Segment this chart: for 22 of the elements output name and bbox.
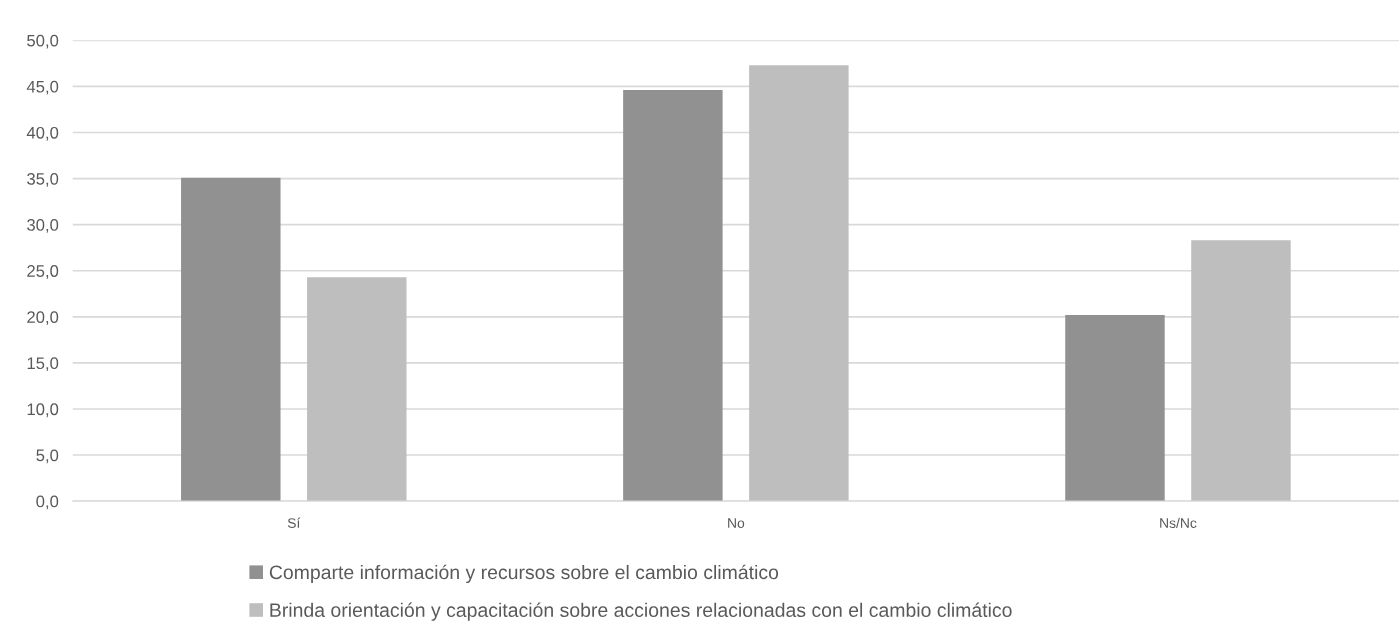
legend-label: Brinda orientación y capacitación sobre acciones relacionadas con el cambio climático — [270, 602, 1012, 621]
bar — [749, 65, 849, 502]
x-tick-label: Sí — [287, 517, 301, 528]
x-tick-label: Ns/Nc — [1160, 517, 1197, 528]
y-tick-label: 45,0 — [26, 80, 59, 95]
y-tick-label: 0,0 — [36, 495, 59, 510]
y-tick-label: 20,0 — [27, 311, 59, 325]
legend-label: Comparte información y recursos sobre el cambio climático — [269, 564, 779, 584]
y-tick-label: 50,0 — [27, 34, 59, 49]
y-tick-label: 10,0 — [27, 403, 59, 418]
bar — [1065, 314, 1165, 502]
bar — [1191, 240, 1291, 502]
x-tick-label: No — [728, 518, 745, 528]
y-tick-label: 40,0 — [26, 126, 59, 141]
y-tick-label: 15,0 — [27, 357, 59, 372]
bar — [181, 177, 281, 502]
y-tick-label: 30,0 — [27, 219, 59, 233]
y-tick-label: 25,0 — [27, 265, 59, 279]
y-tick-label: 35,0 — [27, 172, 59, 187]
bar — [623, 90, 723, 502]
bar — [307, 277, 407, 502]
y-tick-label: 5,0 — [36, 449, 59, 464]
